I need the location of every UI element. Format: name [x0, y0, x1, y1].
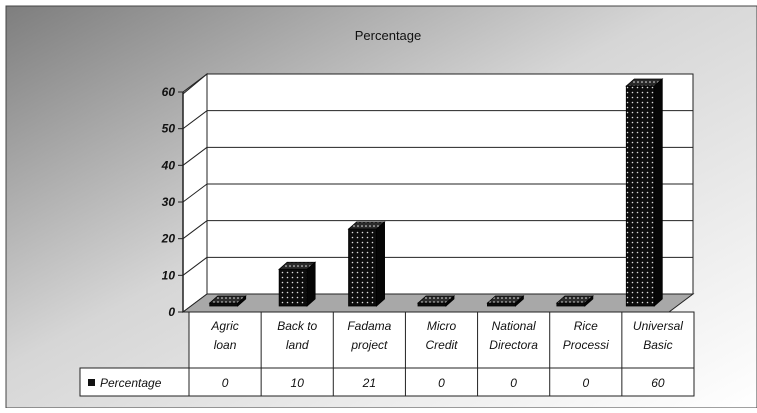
y-tick-label: 20 [161, 232, 176, 246]
bar [416, 295, 456, 307]
bar-front [348, 228, 377, 307]
bar [278, 261, 317, 307]
table-value: 0 [222, 376, 229, 390]
bar [486, 295, 525, 307]
table-header-row [188, 311, 695, 369]
bar-side [653, 78, 663, 307]
category-label: Micro [427, 319, 457, 333]
bar [347, 221, 386, 307]
category-label: loan [214, 338, 237, 352]
y-tick-label: 40 [161, 158, 176, 172]
table-value: 0 [438, 376, 445, 390]
bar-front [556, 302, 586, 307]
gridline-side [182, 110, 208, 130]
bar-front [625, 85, 655, 307]
bar-side [306, 261, 316, 307]
bar [625, 78, 664, 307]
bar-side [237, 295, 247, 307]
gridline-side [182, 220, 208, 240]
bar-front [487, 302, 516, 307]
bar [208, 295, 247, 307]
category-label: Processi [563, 338, 609, 352]
bar-front [209, 302, 239, 307]
data-table: Agric loan 0 Back to land 10 Fadama project 21 Mi… [79, 311, 695, 397]
y-tick-label: 60 [162, 85, 176, 99]
bar-side [376, 221, 385, 307]
table-value: 21 [362, 376, 376, 390]
category-label: Universal [633, 319, 683, 333]
gridline-side [182, 73, 208, 93]
gridline-side [182, 256, 208, 276]
bar-front [417, 302, 447, 307]
category-label: Credit [425, 338, 458, 352]
gridline-side [182, 146, 208, 166]
table-value: 60 [651, 376, 665, 390]
bar-side [515, 295, 524, 307]
bar-side [445, 295, 455, 307]
bars [208, 78, 664, 307]
table-value: 0 [582, 376, 589, 390]
y-tick-label: 30 [162, 195, 176, 209]
bar [555, 295, 594, 307]
gridlines [182, 73, 693, 276]
category-label: National [492, 319, 536, 333]
bar-front [278, 268, 308, 307]
y-tick-label: 10 [162, 268, 176, 282]
gridline-side [182, 183, 208, 203]
category-label: Agric [210, 319, 238, 333]
category-label: Basic [643, 338, 672, 352]
table-value-row [79, 367, 695, 397]
category-label: project [350, 338, 388, 352]
table-value: 0 [510, 376, 517, 390]
category-label: land [286, 338, 309, 352]
y-axis: 0 10 20 30 40 50 60 [161, 85, 184, 319]
legend-swatch [88, 379, 95, 386]
table-value: 10 [291, 376, 305, 390]
category-label: Fadama [347, 319, 391, 333]
legend-label: Percentage [100, 376, 162, 390]
category-label: Directora [489, 338, 538, 352]
y-tick-label: 50 [162, 122, 176, 136]
category-label: Rice [574, 319, 598, 333]
chart-title: Percentage [355, 28, 422, 43]
bar-side [584, 295, 594, 307]
y-tick-label: 0 [168, 305, 175, 319]
category-label: Back to [277, 319, 317, 333]
